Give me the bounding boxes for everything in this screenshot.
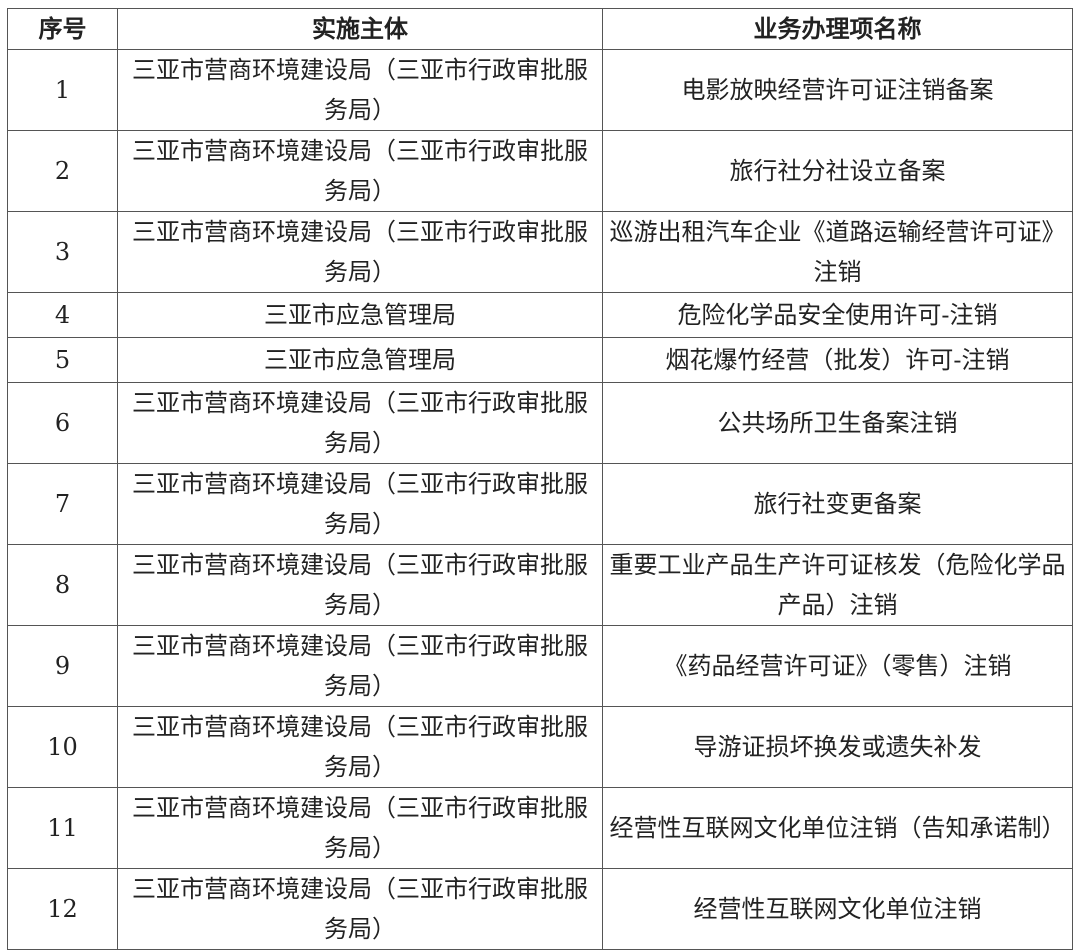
cell-item: 经营性互联网文化单位注销（告知承诺制） [602,787,1073,869]
cell-item: 旅行社分社设立备案 [602,130,1073,212]
cell-entity: 三亚市营商环境建设局（三亚市行政审批服务局） [117,868,603,950]
cell-item: 电影放映经营许可证注销备案 [602,49,1073,131]
table-body: 1 三亚市营商环境建设局（三亚市行政审批服务局） 电影放映经营许可证注销备案 2 三亚市… [7,49,1073,950]
table-row: 2 三亚市营商环境建设局（三亚市行政审批服务局） 旅行社分社设立备案 [7,130,1073,212]
table-row: 10 三亚市营商环境建设局（三亚市行政审批服务局） 导游证损坏换发或遗失补发 [7,706,1073,788]
cell-entity: 三亚市营商环境建设局（三亚市行政审批服务局） [117,463,603,545]
cell-no: 1 [7,49,118,131]
cell-entity: 三亚市营商环境建设局（三亚市行政审批服务局） [117,130,603,212]
cell-entity: 三亚市营商环境建设局（三亚市行政审批服务局） [117,49,603,131]
cell-entity: 三亚市营商环境建设局（三亚市行政审批服务局） [117,787,603,869]
cell-entity: 三亚市营商环境建设局（三亚市行政审批服务局） [117,382,603,464]
table-row: 6 三亚市营商环境建设局（三亚市行政审批服务局） 公共场所卫生备案注销 [7,382,1073,464]
cell-entity: 三亚市应急管理局 [117,337,603,383]
cell-entity: 三亚市营商环境建设局（三亚市行政审批服务局） [117,706,603,788]
table-row: 3 三亚市营商环境建设局（三亚市行政审批服务局） 巡游出租汽车企业《道路运输经营许可… [7,211,1073,293]
table-row: 1 三亚市营商环境建设局（三亚市行政审批服务局） 电影放映经营许可证注销备案 [7,49,1073,131]
cell-no: 5 [7,337,118,383]
cell-no: 3 [7,211,118,293]
table-row: 7 三亚市营商环境建设局（三亚市行政审批服务局） 旅行社变更备案 [7,463,1073,545]
cell-item: 导游证损坏换发或遗失补发 [602,706,1073,788]
header-no: 序号 [7,8,118,50]
cell-entity: 三亚市营商环境建设局（三亚市行政审批服务局） [117,625,603,707]
header-entity: 实施主体 [117,8,603,50]
cell-no: 12 [7,868,118,950]
table-row: 8 三亚市营商环境建设局（三亚市行政审批服务局） 重要工业产品生产许可证核发（危险化… [7,544,1073,626]
cell-no: 7 [7,463,118,545]
cell-item: 危险化学品安全使用许可-注销 [602,292,1073,338]
cell-no: 6 [7,382,118,464]
cell-entity: 三亚市营商环境建设局（三亚市行政审批服务局） [117,211,603,293]
cell-item: 重要工业产品生产许可证核发（危险化学品产品）注销 [602,544,1073,626]
cell-no: 8 [7,544,118,626]
header-row: 序号 实施主体 业务办理项名称 [7,8,1073,50]
cell-no: 2 [7,130,118,212]
cell-item: 公共场所卫生备案注销 [602,382,1073,464]
cell-entity: 三亚市营商环境建设局（三亚市行政审批服务局） [117,544,603,626]
cell-item: 《药品经营许可证》（零售）注销 [602,625,1073,707]
table-row: 9 三亚市营商环境建设局（三亚市行政审批服务局） 《药品经营许可证》（零售）注销 [7,625,1073,707]
table-row: 11 三亚市营商环境建设局（三亚市行政审批服务局） 经营性互联网文化单位注销（告知承… [7,787,1073,869]
table-row: 5 三亚市应急管理局 烟花爆竹经营（批发）许可-注销 [7,337,1073,383]
cell-item: 烟花爆竹经营（批发）许可-注销 [602,337,1073,383]
business-items-table: 序号 实施主体 业务办理项名称 1 三亚市营商环境建设局（三亚市行政审批服务局）电… [7,8,1073,950]
cell-item: 经营性互联网文化单位注销 [602,868,1073,950]
cell-no: 10 [7,706,118,788]
table-row: 4 三亚市应急管理局 危险化学品安全使用许可-注销 [7,292,1073,338]
cell-no: 11 [7,787,118,869]
header-item: 业务办理项名称 [602,8,1073,50]
cell-item: 旅行社变更备案 [602,463,1073,545]
cell-item: 巡游出租汽车企业《道路运输经营许可证》注销 [602,211,1073,293]
cell-no: 9 [7,625,118,707]
cell-entity: 三亚市应急管理局 [117,292,603,338]
cell-no: 4 [7,292,118,338]
table-row: 12 三亚市营商环境建设局（三亚市行政审批服务局） 经营性互联网文化单位注销 [7,868,1073,950]
